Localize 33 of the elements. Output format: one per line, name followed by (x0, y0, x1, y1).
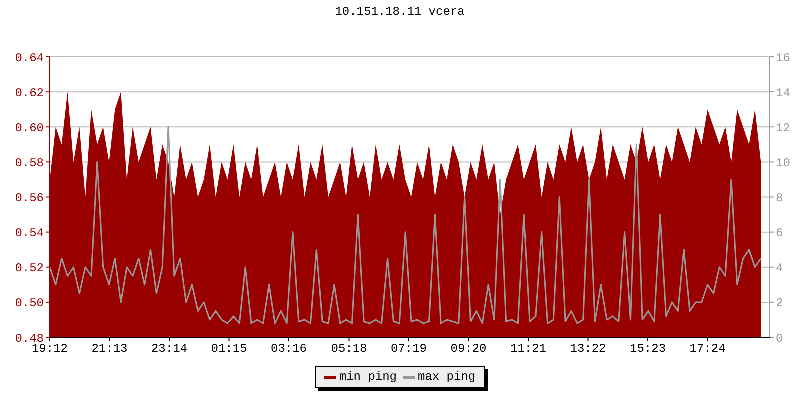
y-tick-label: 0.56 (15, 192, 44, 206)
line-series (50, 126, 762, 324)
y-tick-label: 0.54 (15, 226, 44, 241)
x-tick-label: 05:18 (331, 342, 368, 356)
x-tick-label: 09:20 (450, 342, 487, 356)
y2-tick-label: 0 (776, 332, 784, 346)
x-tick-label: 21:13 (92, 342, 128, 356)
x-tick-label: 07:19 (391, 342, 428, 356)
x-tick-label: 23:14 (152, 342, 188, 356)
y-tick-label: 0.58 (15, 156, 44, 170)
y-tick-label: 0.52 (15, 262, 44, 276)
y2-tick-label: 14 (776, 86, 790, 100)
y2-tick-label: 6 (776, 226, 784, 241)
x-tick-label: 11:21 (510, 342, 547, 356)
y2-tick-label: 16 (776, 51, 790, 66)
x-tick-label: 15:23 (630, 342, 666, 356)
legend-label: min ping (338, 370, 397, 384)
y-tick-label: 0.64 (15, 51, 44, 66)
y2-tick-label: 12 (776, 121, 790, 136)
x-tick-label: 17:24 (690, 342, 726, 356)
y-tick-label: 0.50 (15, 296, 44, 311)
y2-tick-label: 2 (776, 296, 784, 311)
legend-label: max ping (417, 370, 476, 384)
x-tick-label: 19:12 (32, 342, 68, 356)
x-tick-label: 13:22 (570, 342, 606, 356)
y2-tick-label: 8 (776, 192, 784, 206)
x-tick-label: 01:15 (211, 342, 248, 356)
x-tick-label: 03:16 (271, 342, 308, 356)
y-tick-label: 0.62 (15, 86, 44, 100)
chart-title: 10.151.18.11 vcera (334, 5, 466, 19)
y2-tick-label: 4 (776, 262, 784, 276)
y-tick-label: 0.60 (15, 121, 44, 136)
y2-tick-label: 10 (776, 156, 790, 170)
